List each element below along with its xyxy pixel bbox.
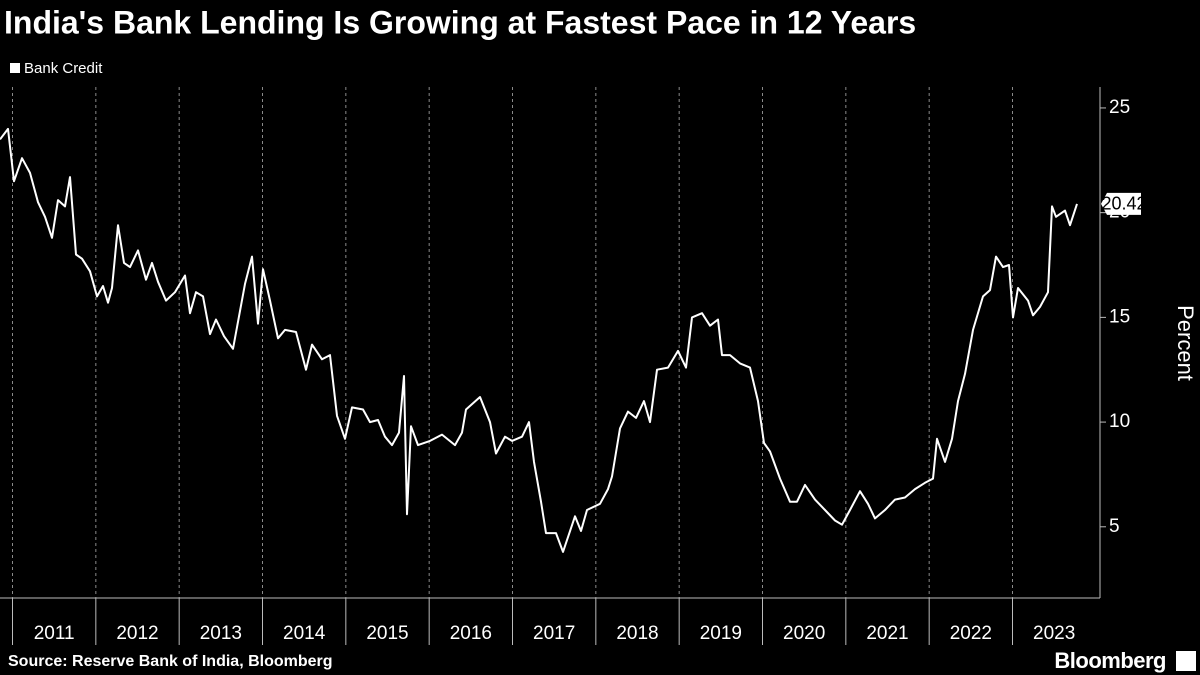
x-tick-label: 2021 bbox=[866, 623, 908, 644]
y-tick-label: 10 bbox=[1109, 411, 1130, 432]
x-tick-label: 2022 bbox=[950, 623, 992, 644]
legend-label: Bank Credit bbox=[24, 60, 103, 77]
x-tick-label: 2023 bbox=[1033, 623, 1075, 644]
x-tick-label: 2014 bbox=[283, 623, 326, 644]
x-tick-label: 2016 bbox=[450, 623, 492, 644]
source: Source: Reserve Bank of India, Bloomberg bbox=[8, 653, 333, 670]
line bbox=[0, 127, 1078, 553]
x-tick-label: 2020 bbox=[783, 623, 825, 644]
x-tick-label: 2015 bbox=[366, 623, 408, 644]
chart-title: India's Bank Lending Is Growing at Faste… bbox=[4, 4, 916, 40]
x-tick-label: 2017 bbox=[533, 623, 575, 644]
x-tick-label: 2011 bbox=[34, 623, 75, 644]
callout-box bbox=[1101, 192, 1141, 215]
callout-label: 20.42 bbox=[1101, 194, 1146, 214]
x-tick-label: 2012 bbox=[116, 623, 158, 644]
y-tick-label: 25 bbox=[1109, 97, 1130, 118]
legend-swatch bbox=[10, 63, 20, 73]
y-tick-label: 15 bbox=[1109, 306, 1130, 327]
y-tick-label: 5 bbox=[1109, 516, 1120, 537]
x-tick-label: 2013 bbox=[200, 623, 242, 644]
x-tick-label: 2019 bbox=[700, 623, 742, 644]
brand: Bloomberg bbox=[1054, 648, 1166, 673]
x-tick-label: 2018 bbox=[616, 623, 658, 644]
y-axis-label: Percent bbox=[1173, 305, 1198, 381]
brand-icon bbox=[1176, 651, 1196, 671]
